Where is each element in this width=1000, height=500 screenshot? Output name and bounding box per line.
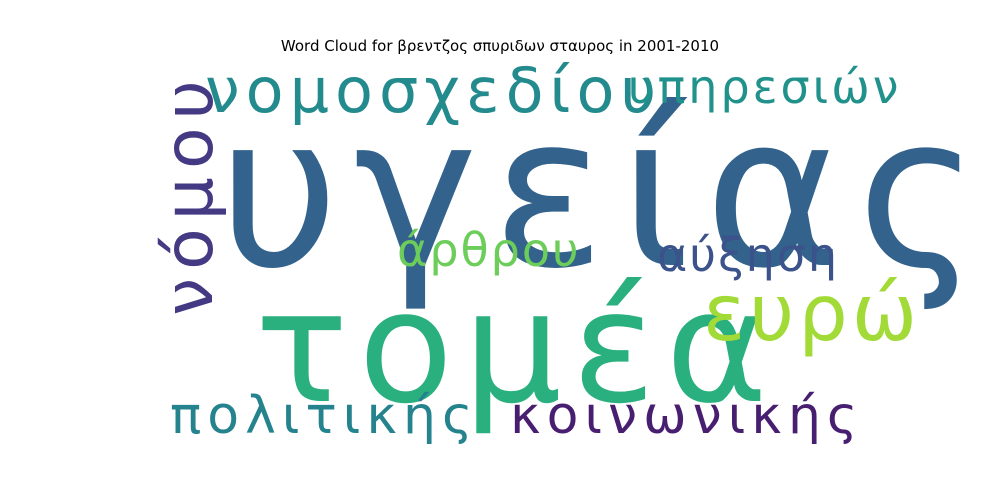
word-evro: ευρώ [703,269,922,359]
chart-title: Word Cloud for βρεντζος σπυριδων σταυρος… [280,37,720,55]
word-nomoschediou: νομοσχεδίου [205,54,663,127]
word-ypiresion: υπηρεσιών [628,60,902,114]
word-arthrou: άρθρου [397,223,581,277]
word-ygeias: υγείας [218,70,995,315]
word-nomou: νόμου [150,72,229,316]
word-politikis: πολιτικής [170,386,479,446]
word-tomea: τομέα [255,257,778,438]
word-koinonikis: κοινωνικής [510,386,864,446]
word-afxisi: αύξηση [657,228,840,282]
